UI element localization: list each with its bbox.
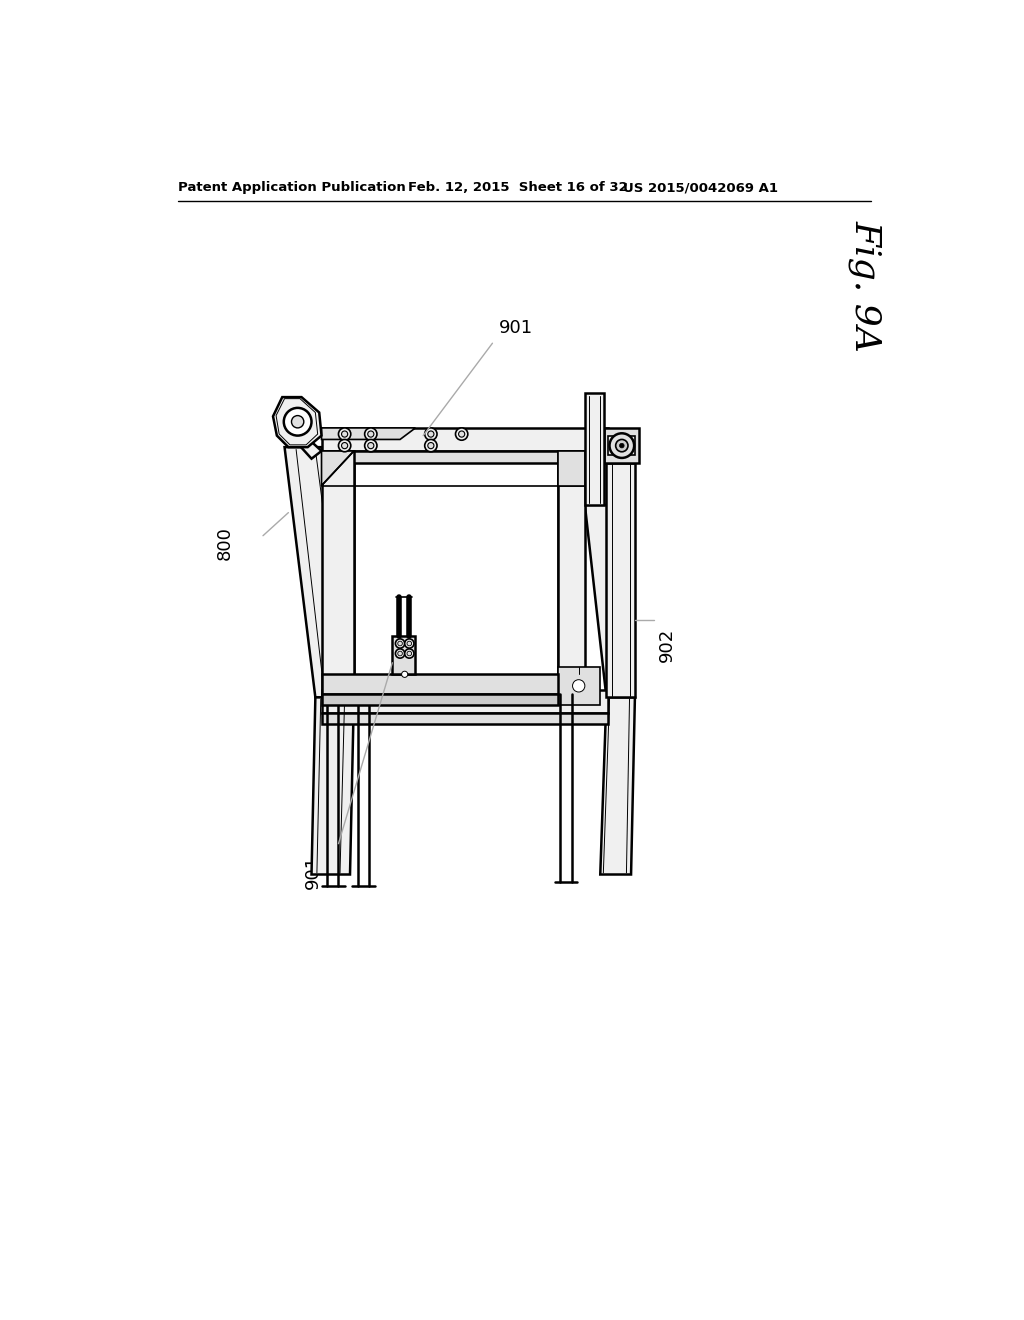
Polygon shape [322,693,558,705]
Circle shape [615,440,628,451]
Polygon shape [273,416,322,459]
Text: Patent Application Publication: Patent Application Publication [178,181,407,194]
Polygon shape [285,447,354,697]
Polygon shape [392,636,416,675]
Circle shape [339,428,351,441]
Circle shape [342,442,348,449]
Circle shape [368,442,374,449]
Circle shape [404,639,414,648]
Circle shape [425,428,437,441]
Text: Feb. 12, 2015  Sheet 16 of 32: Feb. 12, 2015 Sheet 16 of 32 [408,181,628,194]
Polygon shape [322,713,608,725]
Text: US 2015/0042069 A1: US 2015/0042069 A1 [624,181,778,194]
Circle shape [339,440,351,451]
Polygon shape [558,667,600,705]
Text: Fig. 9A: Fig. 9A [849,219,883,351]
Circle shape [292,416,304,428]
Circle shape [425,440,437,451]
Circle shape [572,680,585,692]
Circle shape [428,442,434,449]
Circle shape [459,432,465,437]
Polygon shape [354,451,558,697]
Circle shape [609,433,634,458]
Circle shape [456,428,468,441]
Circle shape [404,649,414,659]
Polygon shape [585,506,635,697]
Polygon shape [273,397,322,447]
Circle shape [397,651,402,656]
Circle shape [342,432,348,437]
Circle shape [395,639,404,648]
Circle shape [620,444,625,447]
Circle shape [401,671,408,677]
Circle shape [365,428,377,441]
Polygon shape [322,428,416,440]
Polygon shape [322,451,354,486]
Circle shape [407,642,412,645]
Polygon shape [322,428,608,451]
Text: 901: 901 [499,319,532,337]
Polygon shape [322,675,558,693]
Polygon shape [322,689,608,713]
Polygon shape [585,393,604,506]
Text: 800: 800 [215,527,233,560]
Circle shape [397,642,402,645]
Polygon shape [322,451,354,697]
Text: 901: 901 [304,855,322,890]
Polygon shape [604,428,639,462]
Circle shape [365,440,377,451]
Polygon shape [558,451,585,697]
Polygon shape [608,436,635,455]
Polygon shape [558,451,585,486]
Text: 902: 902 [658,628,676,663]
Circle shape [428,432,434,437]
Circle shape [395,649,404,659]
Polygon shape [311,697,354,875]
Circle shape [407,651,412,656]
Polygon shape [606,462,635,697]
Polygon shape [600,697,635,875]
Polygon shape [322,451,608,462]
Circle shape [284,408,311,436]
Circle shape [368,432,374,437]
